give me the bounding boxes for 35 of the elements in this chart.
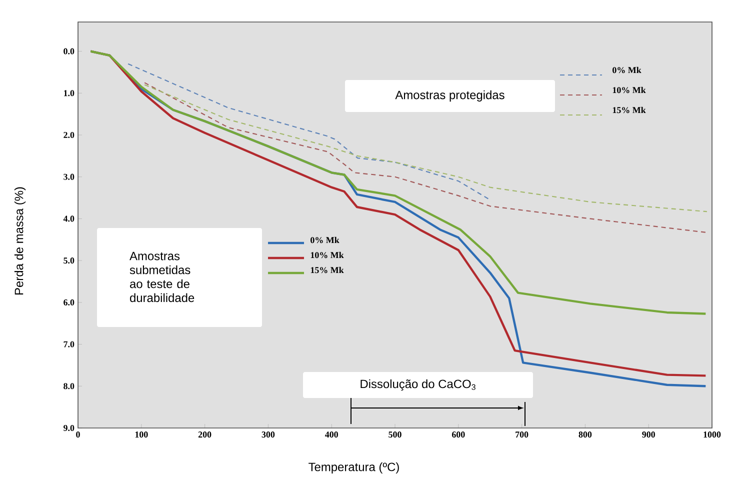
annotation: Amostras protegidas <box>395 90 504 102</box>
y-tick-label: 4.0 <box>63 216 74 222</box>
y-tick-label: 9.0 <box>64 424 74 432</box>
y-tick-label: 1.0 <box>64 90 74 96</box>
x-tick-label: 200 <box>198 432 212 438</box>
legend-label: 10% Mk <box>612 86 646 94</box>
y-tick-label: 6.0 <box>64 299 74 306</box>
line-series <box>90 50 707 315</box>
x-tick-label: 500 <box>388 432 402 438</box>
legend-label: 0% Mk <box>612 66 642 74</box>
legend-label: 15% Mk <box>310 266 344 274</box>
y-tick-label: 5.0 <box>64 258 74 264</box>
x-tick-label: 800 <box>578 432 592 438</box>
y-tick-label: 2.0 <box>64 132 74 138</box>
x-tick-label: 600 <box>452 432 465 438</box>
line-series <box>144 84 708 212</box>
annotation: Dissolução do CaCO$_{3}$ <box>360 379 476 391</box>
x-axis-title: Temperatura (ºC) <box>308 462 399 474</box>
y-axis-title: Perda de massa (%) <box>14 187 26 294</box>
y-tick-label: 8.0 <box>64 383 74 390</box>
line-series <box>144 82 708 234</box>
x-tick-label: 900 <box>642 432 655 438</box>
annotation: Amostras submetidas ao teste de durabilidade <box>130 252 194 302</box>
x-tick-label: 1000 <box>704 432 721 438</box>
x-tick-label: 300 <box>262 432 275 438</box>
legend-label: 15% Mk <box>612 106 646 114</box>
legend-label: 10% Mk <box>310 252 344 258</box>
legend-label: 0% Mk <box>310 236 340 244</box>
x-tick-label: 100 <box>135 432 148 438</box>
y-tick-label: 0.0 <box>64 48 74 54</box>
y-tick-label: 3.0 <box>64 174 74 180</box>
x-tick-label: 400 <box>325 432 338 438</box>
y-tick-label: 7.0 <box>64 341 74 348</box>
x-tick-label: 700 <box>516 432 528 438</box>
x-tick-label: 0 <box>76 432 80 438</box>
